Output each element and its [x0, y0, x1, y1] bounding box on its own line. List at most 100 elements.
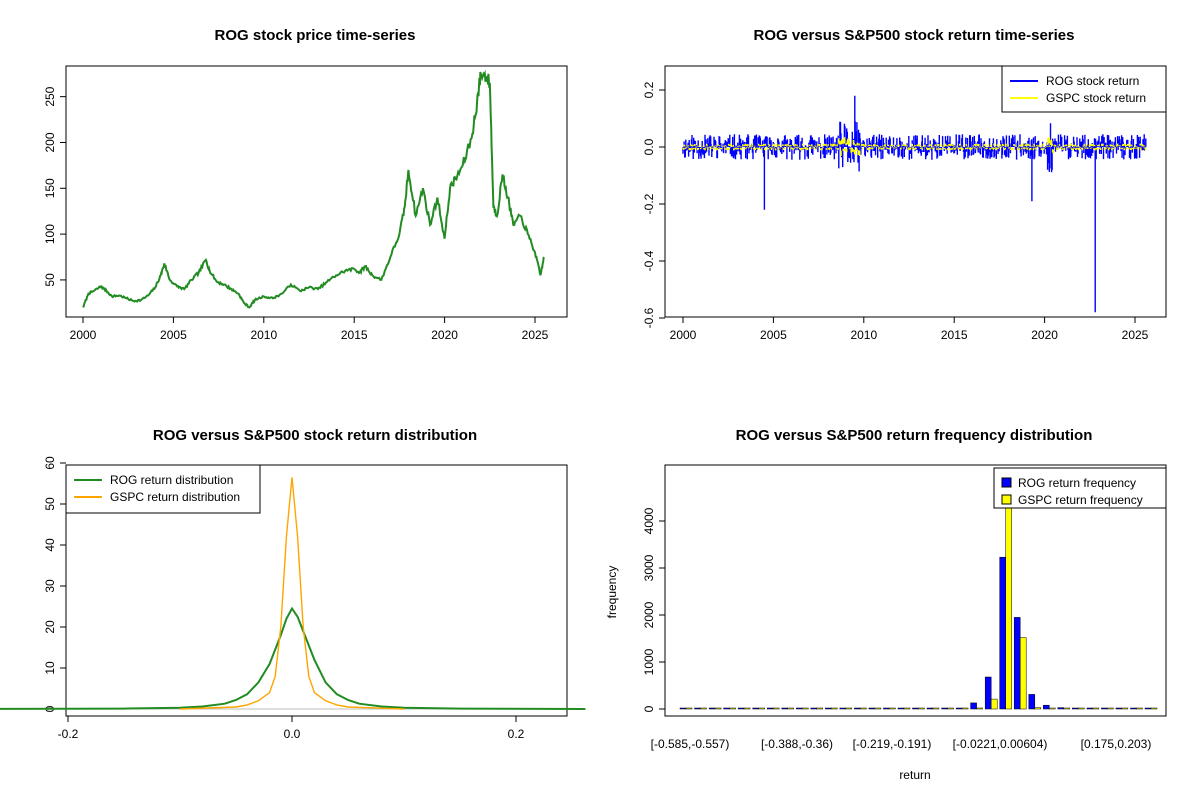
return-timeseries-x-tick-label: 2000: [670, 328, 697, 342]
gspc-frequency-bar: [932, 707, 940, 710]
rog-frequency-bar: [912, 707, 919, 710]
gspc-frequency-bar: [947, 707, 954, 710]
rog-frequency-bar: [708, 707, 716, 710]
rog-frequency-bar: [1130, 707, 1137, 710]
price-chart-y-tick-label: 50: [43, 273, 57, 287]
return-frequency-ylabel: frequency: [605, 566, 619, 619]
return-distribution-y-tick-label: 30: [43, 579, 57, 593]
return-frequency-x-tick-label: [-0.585,-0.557): [651, 737, 730, 751]
return-timeseries-panel: ROG versus S&P500 stock return time-seri…: [642, 27, 1167, 342]
gspc-frequency-bar: [787, 707, 794, 710]
return-frequency-xlabel: return: [899, 768, 930, 782]
rog-frequency-bar: [1144, 707, 1152, 710]
gspc-frequency-bar: [714, 707, 722, 710]
rog-frequency-bar: [810, 707, 818, 710]
return-frequency-title: ROG versus S&P500 return frequency distr…: [736, 427, 1093, 444]
rog-frequency-bar: [1057, 707, 1065, 710]
return-frequency-y-tick-label: 4000: [642, 507, 656, 534]
return-timeseries-legend-label: ROG stock return: [1046, 74, 1139, 88]
price-chart-panel: ROG stock price time-series 2000 2005 2010…: [43, 27, 568, 342]
return-timeseries-legend-box: [1001, 65, 1167, 113]
return-timeseries-y-tick-label: -0.2: [642, 193, 656, 214]
return-frequency-x-tick-label: [-0.0221,0.00604): [953, 737, 1048, 751]
rog-frequency-bar: [766, 707, 774, 710]
gspc-frequency-bar: [961, 707, 969, 710]
gspc-frequency-bar: [1005, 490, 1012, 710]
return-distribution-x-tick-label: -0.2: [58, 727, 79, 741]
return-frequency-y-tick-label: 0: [642, 705, 656, 712]
return-timeseries-x-tick-label: 2020: [1031, 328, 1058, 342]
return-distribution-x-tick-label: 0.0: [284, 727, 301, 741]
gspc-frequency-bar: [918, 707, 925, 710]
gspc-frequency-bar: [1078, 707, 1085, 710]
return-distribution-y-tick-label: 20: [43, 620, 57, 634]
rog-frequency-bar: [1072, 707, 1079, 710]
return-frequency-y-tick-label: 1000: [642, 648, 656, 675]
price-chart-x-tick-label: 2020: [431, 328, 458, 342]
rog-frequency-bar: [1115, 707, 1123, 710]
return-timeseries-y-tick-label: -0.6: [642, 307, 656, 328]
return-distribution-legend-label: GSPC return distribution: [110, 490, 240, 504]
gspc-density-line: [179, 477, 405, 710]
gspc-frequency-bar: [860, 707, 867, 710]
rog-frequency-bar: [1101, 707, 1108, 710]
rog-frequency-bar: [926, 707, 934, 710]
return-frequency-panel: ROG versus S&P500 return frequency distr…: [605, 427, 1167, 782]
rog-frequency-bar: [897, 707, 905, 710]
gspc-frequency-bar: [1034, 707, 1042, 710]
return-timeseries-plot-area: [664, 65, 1167, 318]
gspc-frequency-bar: [889, 707, 896, 710]
gspc-return-series: [682, 137, 1147, 156]
gspc-frequency-bar: [874, 707, 882, 710]
return-frequency-legend-label: ROG return frequency: [1018, 476, 1136, 490]
price-chart-x-tick-label: 2010: [250, 328, 277, 342]
return-frequency-y-tick-label: 3000: [642, 554, 656, 581]
return-timeseries-x-tick-label: 2015: [941, 328, 968, 342]
rog-frequency-bar: [883, 707, 890, 710]
return-frequency-x-tick-label: [0.175,0.203): [1081, 737, 1152, 751]
gspc-frequency-bar: [772, 707, 780, 710]
rog-frequency-bar: [723, 707, 730, 710]
rog-frequency-bar: [694, 707, 701, 710]
return-frequency-x-tick-label: [-0.388,-0.36): [761, 737, 833, 751]
gspc-frequency-bar: [758, 707, 765, 710]
return-frequency-legend-box: [993, 467, 1167, 509]
return-timeseries-y-tick-label: 0.0: [642, 138, 656, 155]
price-chart-x-tick-label: 2025: [522, 328, 549, 342]
rog-density-line: [0, 606, 586, 710]
price-chart-y-tick-label: 100: [43, 224, 57, 244]
return-distribution-y-tick-label: 50: [43, 497, 57, 511]
return-timeseries-y-tick-label: 0.2: [642, 81, 656, 98]
rog-frequency-bar: [1086, 707, 1094, 710]
return-distribution-y-tick-label: 10: [43, 661, 57, 675]
return-distribution-legend-box: [65, 464, 261, 514]
rog-frequency-bar: [970, 702, 977, 710]
price-chart-x-tick-label: 2000: [70, 328, 97, 342]
return-distribution-title: ROG versus S&P500 stock return distribut…: [153, 427, 477, 444]
price-line: [82, 69, 545, 309]
return-frequency-legend-swatch: [1001, 494, 1012, 505]
return-distribution-y-tick-label: 40: [43, 538, 57, 552]
return-timeseries-legend-label: GSPC stock return: [1046, 91, 1146, 105]
price-chart-x-tick-label: 2005: [160, 328, 187, 342]
gspc-frequency-bar: [1019, 637, 1027, 710]
gspc-frequency-bar: [1049, 707, 1056, 710]
return-frequency-legend-swatch: [1001, 477, 1012, 488]
gspc-frequency-bar: [802, 707, 809, 710]
rog-frequency-bar: [941, 707, 948, 710]
return-distribution-x-tick-label: 0.2: [508, 727, 525, 741]
gspc-frequency-bar: [1136, 707, 1143, 710]
return-frequency-y-tick-label: 2000: [642, 601, 656, 628]
price-chart-y-tick-label: 150: [43, 178, 57, 198]
rog-frequency-bar: [737, 707, 745, 710]
gspc-frequency-bar: [990, 698, 998, 710]
rog-frequency-bar: [1043, 704, 1050, 710]
gspc-frequency-bar: [1092, 707, 1100, 710]
return-timeseries-title: ROG versus S&P500 stock return time-seri…: [754, 27, 1075, 44]
gspc-frequency-bar: [729, 707, 736, 710]
price-chart-title: ROG stock price time-series: [215, 27, 416, 44]
return-frequency-legend-label: GSPC return frequency: [1018, 493, 1143, 507]
gspc-frequency-bar: [1063, 707, 1071, 710]
gspc-frequency-bar: [816, 707, 824, 710]
